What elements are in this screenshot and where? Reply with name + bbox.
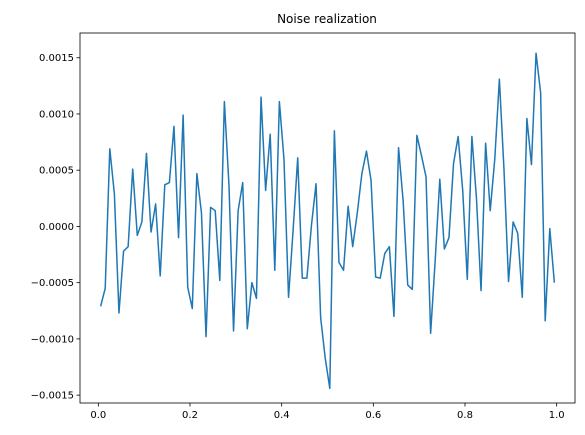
plot-axes: 0.0 0.2 0.4 0.6 0.8 1.0 −0.0015 −0.0010 −0.0005 0… — [31, 32, 576, 421]
y-tick-label: 0.0005 — [39, 166, 74, 177]
series-line-0 — [99, 52, 556, 390]
x-tick-label: 0.2 — [182, 410, 198, 421]
x-tick-label: 0.8 — [457, 410, 473, 421]
x-tick-label: 0.0 — [90, 410, 106, 421]
y-tick-label: 0.0000 — [39, 222, 74, 233]
x-tick-label: 0.6 — [365, 410, 381, 421]
y-tick-label: −0.0010 — [31, 334, 74, 345]
y-tick-label: 0.0010 — [39, 109, 74, 120]
x-tick-label: 1.0 — [549, 410, 565, 421]
chart-title: Noise realization — [277, 12, 377, 26]
x-tick-label: 0.4 — [274, 410, 290, 421]
y-tick-label: −0.0015 — [31, 391, 74, 402]
y-tick-label: −0.0005 — [31, 278, 74, 289]
y-tick-label: 0.0015 — [39, 53, 74, 64]
plot-frame — [79, 32, 576, 404]
